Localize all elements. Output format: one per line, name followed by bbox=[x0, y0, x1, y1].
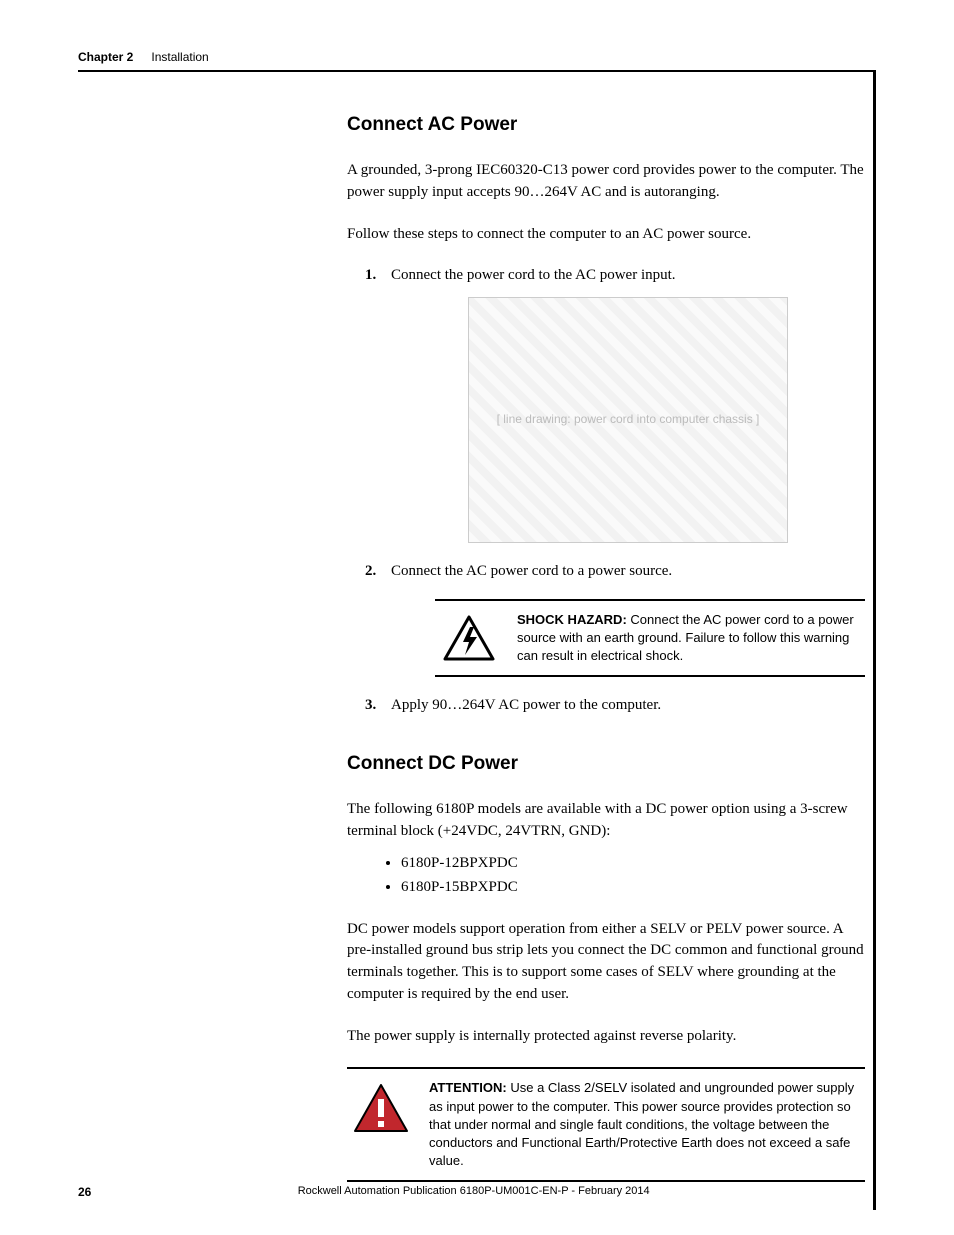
attention-icon bbox=[351, 1079, 411, 1133]
chapter-label: Chapter 2 bbox=[78, 50, 133, 64]
heading-connect-ac-power: Connect AC Power bbox=[347, 114, 865, 136]
chapter-title: Installation bbox=[151, 50, 208, 64]
page-header: Chapter 2 Installation bbox=[78, 50, 876, 72]
shock-hazard-icon bbox=[439, 611, 499, 661]
dc-paragraph-2: DC power models support operation from e… bbox=[347, 919, 865, 1006]
ac-step-1: 1. Connect the power cord to the AC powe… bbox=[365, 265, 865, 543]
main-content: Connect AC Power A grounded, 3-prong IEC… bbox=[347, 72, 876, 1210]
ac-step-3: 3. Apply 90…264V AC power to the compute… bbox=[365, 695, 865, 717]
ac-step-2: 2. Connect the AC power cord to a power … bbox=[365, 561, 865, 677]
shock-hazard-text: SHOCK HAZARD: Connect the AC power cord … bbox=[517, 611, 861, 666]
ac-power-cord-figure: [ line drawing: power cord into computer… bbox=[468, 297, 788, 543]
attention-callout: ATTENTION: Use a Class 2/SELV isolated a… bbox=[347, 1067, 865, 1182]
shock-hazard-callout: SHOCK HAZARD: Connect the AC power cord … bbox=[435, 599, 865, 678]
step-text: Connect the power cord to the AC power i… bbox=[391, 267, 676, 283]
dc-model-list: 6180P-12BPXPDC 6180P-15BPXPDC bbox=[401, 851, 865, 899]
step-number: 2. bbox=[365, 561, 376, 583]
ac-intro-paragraph-2: Follow these steps to connect the comput… bbox=[347, 224, 865, 246]
callout-lead: ATTENTION: bbox=[429, 1080, 507, 1095]
dc-paragraph-3: The power supply is internally protected… bbox=[347, 1026, 865, 1048]
step-text: Apply 90…264V AC power to the computer. bbox=[391, 697, 661, 713]
step-text: Connect the AC power cord to a power sou… bbox=[391, 563, 672, 579]
step-number: 1. bbox=[365, 265, 376, 287]
dc-intro-paragraph: The following 6180P models are available… bbox=[347, 799, 865, 843]
step-number: 3. bbox=[365, 695, 376, 717]
attention-text: ATTENTION: Use a Class 2/SELV isolated a… bbox=[429, 1079, 861, 1170]
dc-section: Connect DC Power The following 6180P mod… bbox=[347, 753, 865, 1182]
dc-model-item: 6180P-12BPXPDC bbox=[401, 851, 865, 875]
dc-model-item: 6180P-15BPXPDC bbox=[401, 875, 865, 899]
callout-lead: SHOCK HAZARD: bbox=[517, 612, 627, 627]
page-number: 26 bbox=[78, 1185, 91, 1199]
publication-id: Rockwell Automation Publication 6180P-UM… bbox=[91, 1185, 856, 1199]
page-footer: 26 Rockwell Automation Publication 6180P… bbox=[78, 1185, 876, 1199]
ac-steps-list: 1. Connect the power cord to the AC powe… bbox=[365, 265, 865, 717]
heading-connect-dc-power: Connect DC Power bbox=[347, 753, 865, 775]
ac-intro-paragraph-1: A grounded, 3-prong IEC60320-C13 power c… bbox=[347, 160, 865, 204]
